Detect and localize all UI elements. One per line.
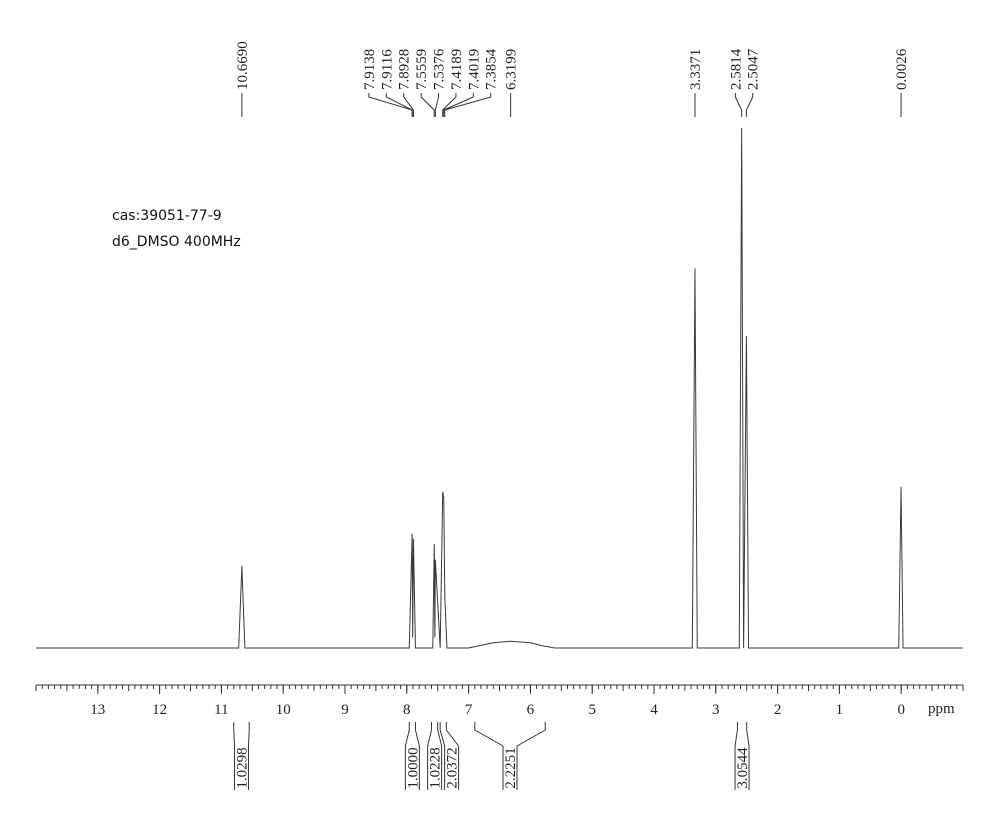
integral-label: 3.0544 [735,747,751,789]
peak-connector [443,93,474,117]
x-tick-label: 2 [774,702,782,718]
peak-label: 7.5559 [414,49,430,90]
x-tick-label: 7 [465,702,473,718]
x-tick-label: 4 [650,702,658,718]
integral-label: 1.0298 [234,747,250,788]
x-tick-label: 6 [527,702,535,718]
annotation: d6_DMSO 400MHz [112,234,241,250]
peak-connector [385,93,413,117]
integral-bracket [404,722,420,790]
integral-bracket [427,722,443,790]
integral-bracket [734,722,750,790]
peak-label: 6.3199 [504,49,520,90]
x-tick-label: 5 [588,702,596,718]
integral-bracket [474,722,546,790]
annotation: cas:39051-77-9 [112,208,222,224]
integral-bracket [439,722,460,790]
integral-label: 2.0372 [445,747,461,788]
x-tick-label: 12 [152,702,167,718]
peak-connector [734,93,743,117]
peak-connector [403,93,414,117]
peak-label: 7.4189 [449,49,465,90]
peak-connector [745,93,754,117]
peak-connector [442,93,457,117]
integral-bracket [233,722,250,790]
x-tick-label: 10 [276,702,291,718]
peak-connector [434,93,440,117]
peak-connector [420,93,435,117]
peak-label: 7.4019 [466,49,482,90]
x-tick-label: 0 [897,702,905,718]
peak-label: 3.3371 [688,49,704,90]
peak-label: 0.0026 [894,48,910,90]
peak-connector [368,93,413,117]
peak-label: 7.9116 [379,49,395,90]
peak-label: 2.5047 [746,48,762,90]
spectrum [36,127,963,649]
x-tick-label: 3 [712,702,720,718]
peak-connector [444,93,492,117]
x-tick-label: 8 [403,702,411,718]
x-tick-label: 13 [90,702,105,718]
x-tick-label: 11 [214,702,228,718]
x-tick-label: 1 [836,702,844,718]
x-axis-label: ppm [928,701,955,717]
peak-label: 10.6690 [235,41,251,90]
peak-label: 7.9138 [362,49,378,90]
integral-label: 1.0000 [405,747,421,788]
peak-label: 2.5814 [728,48,744,90]
x-tick-label: 9 [341,702,349,718]
integral-label: 2.2251 [503,747,519,788]
integral-label: 1.0228 [428,747,444,788]
peak-label: 7.3854 [484,48,500,90]
peak-label: 7.5376 [432,48,448,90]
peak-label: 7.8928 [397,49,413,90]
